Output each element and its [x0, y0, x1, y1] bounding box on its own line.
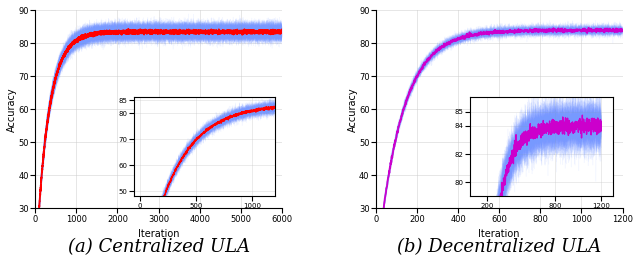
Y-axis label: Accuracy: Accuracy	[348, 87, 358, 132]
Y-axis label: Accuracy: Accuracy	[7, 87, 17, 132]
X-axis label: Iteration: Iteration	[479, 229, 520, 239]
Text: (a) Centralized ULA: (a) Centralized ULA	[68, 238, 250, 256]
X-axis label: Iteration: Iteration	[138, 229, 179, 239]
Text: (b) Decentralized ULA: (b) Decentralized ULA	[397, 238, 602, 256]
